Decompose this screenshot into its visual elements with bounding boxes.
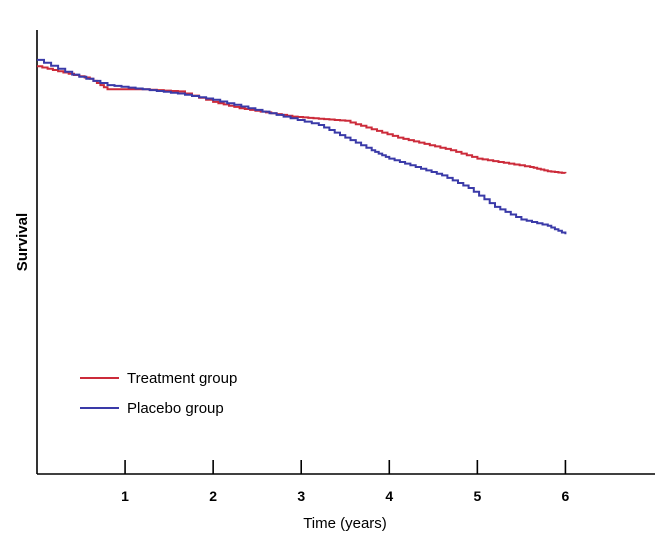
x-tick-label: 4 (385, 488, 393, 504)
legend: Treatment group Placebo group (80, 370, 237, 417)
x-tick-label: 3 (297, 488, 305, 504)
x-tick-label: 6 (562, 488, 570, 504)
x-ticks: 1 2 3 4 5 6 (121, 460, 570, 504)
x-tick-label: 5 (473, 488, 481, 504)
series-lines (37, 58, 567, 235)
legend-label: Placebo group (127, 400, 224, 417)
x-axis-title: Time (years) (303, 515, 387, 532)
y-axis-title: Survival (14, 213, 31, 271)
x-tick-label: 2 (209, 488, 217, 504)
legend-label: Treatment group (127, 370, 237, 387)
series-line-treatment (37, 65, 567, 174)
x-tick-label: 1 (121, 488, 129, 504)
series-line-placebo (37, 58, 567, 235)
